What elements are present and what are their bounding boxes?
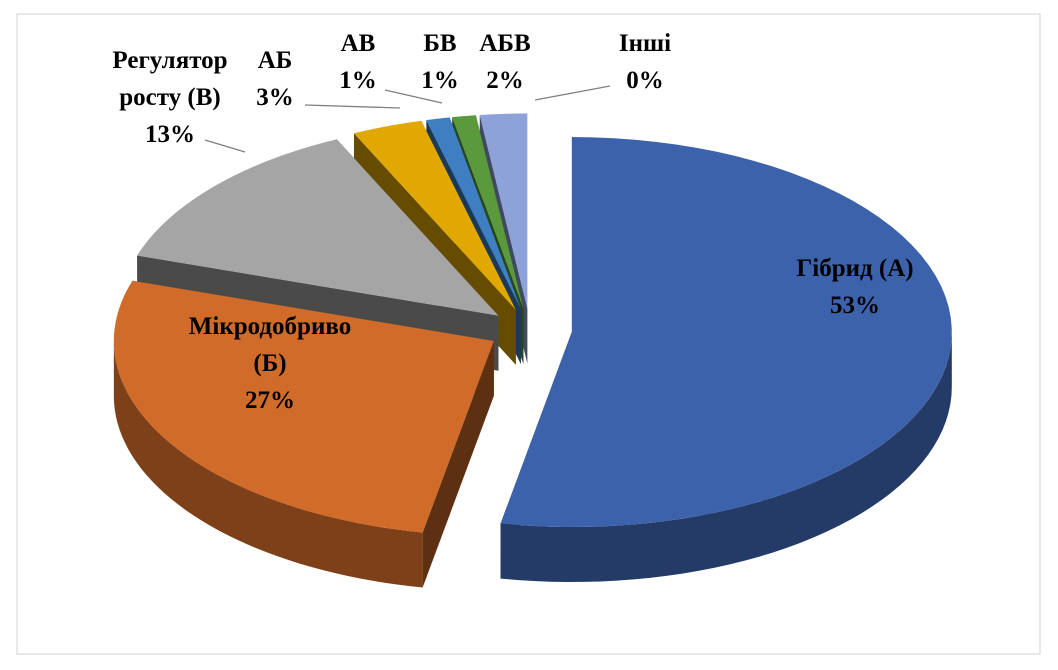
percent-label: 13% (145, 121, 195, 148)
slice (353, 120, 516, 310)
slice (452, 115, 524, 309)
slice (113, 280, 494, 533)
percent-label: 0% (626, 67, 664, 94)
leader-line (304, 104, 401, 109)
category-label: АВ (340, 30, 376, 57)
leader-line (534, 85, 611, 101)
category-label: Мікродобриво (Б) (188, 313, 352, 377)
percent-label: 1% (421, 67, 459, 94)
category-label: АБВ (479, 30, 531, 57)
percent-label: 1% (339, 67, 377, 94)
slice (479, 113, 528, 309)
percent-label: 2% (486, 67, 524, 94)
percent-label: 3% (256, 84, 294, 111)
slice (500, 137, 952, 527)
category-label: Регулятор росту (В) (112, 47, 228, 111)
category-label: АБ (257, 47, 293, 74)
chart-frame (16, 13, 1041, 655)
percent-label: 27% (245, 387, 295, 414)
leader-line (384, 89, 443, 104)
category-label: Гібрид (А) (796, 255, 914, 282)
slice-cut-face (422, 340, 494, 588)
slice-side (500, 332, 952, 583)
slice-side (113, 340, 423, 588)
percent-label: 53% (830, 292, 880, 319)
slice (426, 117, 521, 309)
category-label: БВ (423, 30, 457, 57)
slice (137, 139, 499, 316)
category-label: Інші (618, 30, 672, 57)
leader-line (204, 139, 246, 153)
